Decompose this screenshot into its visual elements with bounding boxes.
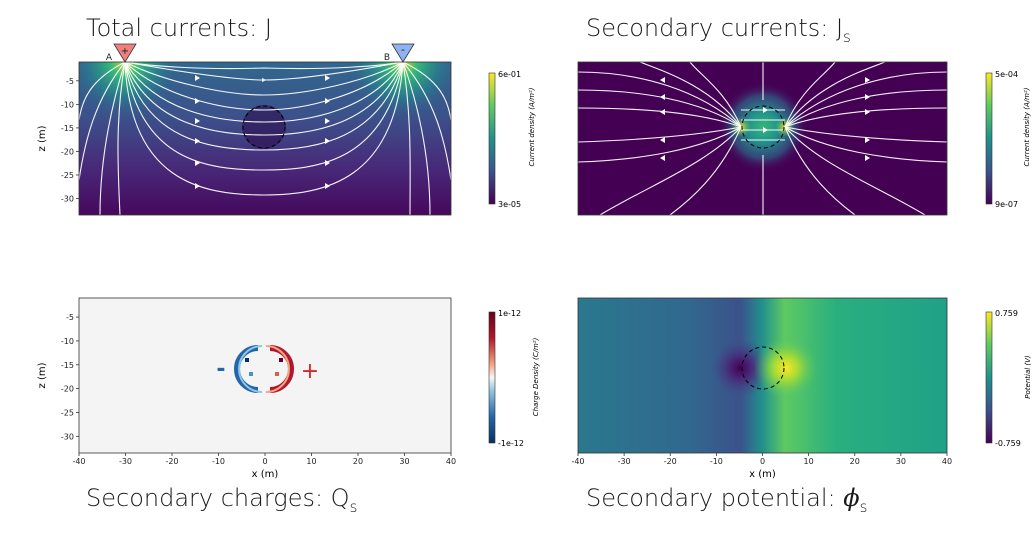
z-tick-label: -15 — [61, 361, 74, 370]
z-axis-label: z (m) — [37, 362, 48, 388]
title-secondary-currents: Secondary currents: Js — [586, 14, 851, 46]
x-tick-label: -40 — [571, 457, 584, 466]
colorbar-charge-max: 1e-12 — [498, 309, 521, 318]
x-tick-label: 10 — [804, 457, 814, 466]
target-sphere-outline-4 — [741, 346, 785, 390]
electrode-a: + A — [106, 43, 137, 63]
colorbar-secondary-min: 9e-07 — [995, 200, 1018, 209]
title-total-currents: Total currents: J — [86, 14, 272, 42]
z-axis-label: z (m) — [37, 125, 48, 151]
x-tick-label: -40 — [72, 457, 85, 466]
x-tick-label: 0 — [262, 457, 267, 466]
z-tick-label: -10 — [61, 100, 74, 109]
electrode-a-sign: + — [121, 46, 129, 57]
x-tick-label: -20 — [664, 457, 677, 466]
panel-secondary-currents — [577, 61, 948, 216]
z-tick-label: -10 — [61, 337, 74, 346]
colorbar-total-min: 3e-05 — [498, 200, 521, 209]
colorbar-potential-min: -0.759 — [995, 439, 1021, 448]
secondary-current-streamlines — [578, 62, 947, 215]
x-tick-label: 20 — [850, 457, 860, 466]
colorbar-potential: 0.759 -0.759 Potential (V) — [985, 309, 1032, 448]
z-tick-label: -5 — [66, 313, 74, 322]
x-tick-label: -10 — [212, 457, 225, 466]
title-secondary-charges: Secondary charges: Qs — [86, 484, 358, 516]
z-tick-label: -15 — [61, 124, 74, 133]
colorbar-charge-min: -1e-12 — [498, 439, 524, 448]
colorbar-secondary-max: 5e-04 — [995, 70, 1018, 79]
colorbar-potential-label: Potential (V) — [1024, 355, 1032, 399]
z-tick-label: -20 — [61, 147, 74, 156]
x-tick-label: 20 — [353, 457, 363, 466]
x-tick-label: 10 — [306, 457, 316, 466]
x-tick-label: -20 — [165, 457, 178, 466]
colorbar-total-label: Current density (A/m²) — [528, 87, 536, 166]
x-tick-label: -30 — [618, 457, 631, 466]
electrode-b-sign: - — [401, 43, 405, 56]
colorbar-total: 6e-01 3e-05 Current density (A/m²) — [488, 70, 536, 209]
panel-secondary-potential — [577, 297, 948, 454]
colorbar-potential-max: 0.759 — [995, 309, 1018, 318]
x-axis-label: x (m) — [749, 469, 776, 480]
title-secondary-potential: Secondary potential: ϕs — [586, 484, 868, 516]
charge-ring — [234, 345, 294, 393]
colorbar-charge: 1e-12 -1e-12 Charge Density (C/m²) — [488, 309, 540, 448]
x-tick-label: 40 — [942, 457, 952, 466]
x-tick-label: -30 — [119, 457, 132, 466]
z-tick-label: -30 — [61, 432, 74, 441]
z-tick-label: -25 — [61, 171, 74, 180]
colorbar-secondary-label: Current density (A/m²) — [1023, 87, 1031, 166]
x-tick-label: 0 — [760, 457, 765, 466]
panel-total-currents: + A - B — [78, 43, 452, 216]
target-sphere-outline-2 — [741, 105, 785, 149]
x-tick-label: 40 — [446, 457, 456, 466]
electrode-b-label: B — [384, 53, 390, 63]
x-tick-label: -10 — [710, 457, 723, 466]
panel-secondary-charges: - + — [78, 297, 452, 454]
charge-field — [78, 297, 452, 454]
z-tick-label: -30 — [61, 195, 74, 204]
z-tick-label: -5 — [66, 77, 74, 86]
total-current-streamlines — [79, 62, 451, 215]
z-tick-label: -20 — [61, 385, 74, 394]
x-tick-label: 30 — [399, 457, 409, 466]
x-axis-label: x (m) — [252, 469, 279, 480]
electrode-a-label: A — [106, 53, 113, 63]
axes-layer: -5-10-15-20-25-30z (m)-5-10-15-20-25-30z… — [37, 77, 952, 480]
colorbar-total-max: 6e-01 — [498, 70, 521, 79]
target-sphere-outline — [242, 105, 286, 149]
z-tick-label: -25 — [61, 408, 74, 417]
colorbar-secondary: 5e-04 9e-07 Current density (A/m²) — [985, 70, 1031, 209]
x-tick-label: 30 — [896, 457, 906, 466]
colorbar-charge-label: Charge Density (C/m²) — [532, 337, 540, 416]
electrode-b: - B — [384, 43, 415, 63]
negative-charge-sign: - — [216, 357, 225, 382]
positive-charge-sign: + — [301, 359, 319, 384]
